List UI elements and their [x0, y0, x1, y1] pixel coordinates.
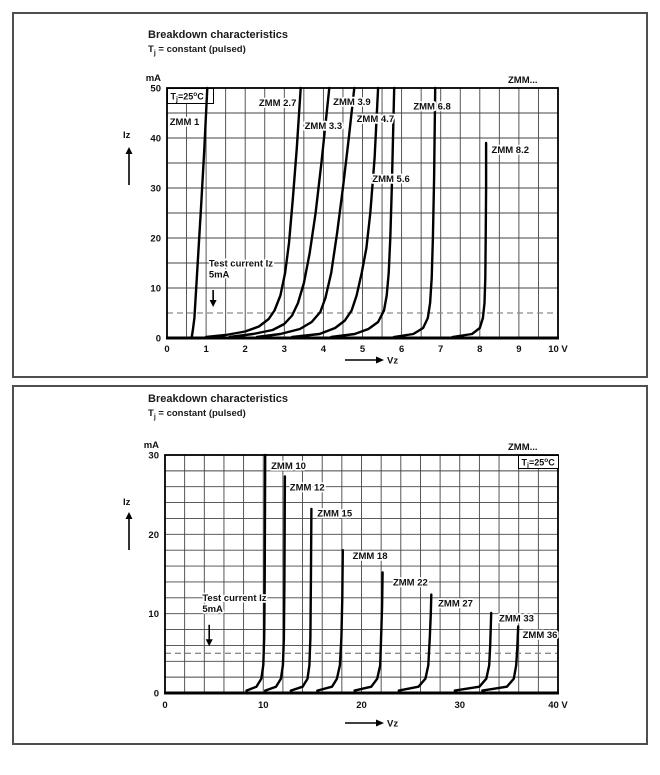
x-tick-0: 0 [164, 344, 169, 355]
curve-zmm-36 [481, 625, 520, 692]
chart-subtitle: Tj = constant (pulsed) [148, 44, 246, 57]
test-current-label-line1: Test current Iz [209, 259, 273, 270]
curve-zmm-3-3 [228, 86, 331, 339]
y-tick-30: 30 [150, 184, 161, 195]
temperature-label: Tj=25oC [522, 457, 556, 470]
curve-zmm-22 [353, 571, 384, 692]
x-tick-10: 10 V [548, 344, 568, 355]
curve-zmm-15 [289, 507, 313, 692]
y-tick-10: 10 [148, 609, 159, 620]
curve-label-zmm-3-3: ZMM 3.3 [305, 121, 342, 132]
x-tick-2: 2 [243, 344, 248, 355]
x-tick-5: 5 [360, 344, 366, 355]
test-current-arrowhead [209, 300, 217, 307]
chart-root: Tj=25oC ZMM 10 ZMM 12 ZMM 15 ZMM 18 ZMM 22 ZMM… [123, 440, 568, 730]
curve-label-zmm-15: ZMM 15 [317, 509, 353, 520]
chart-title: Breakdown characteristics [148, 29, 289, 41]
curve-zmm-3-9 [255, 86, 356, 339]
curve-label-zmm-10: ZMM 10 [271, 461, 306, 472]
curve-label-zmm-22: ZMM 22 [393, 578, 428, 589]
y-axis-arrowhead [125, 512, 133, 519]
family-label: ZMM... [508, 75, 538, 86]
y-axis-arrowhead [125, 147, 133, 154]
family-label: ZMM... [508, 442, 538, 453]
x-axis-label: Vz [387, 356, 398, 367]
curve-zmm-6-8 [392, 86, 437, 339]
y-tick-20: 20 [148, 530, 159, 541]
temperature-box [518, 455, 559, 469]
x-tick-40: 40 V [548, 700, 568, 711]
curve-label-zmm-5-6: ZMM 5.6 [372, 174, 409, 185]
test-current-label-line1: Test current Iz [202, 593, 266, 604]
x-tick-10: 10 [258, 700, 269, 711]
y-tick-10: 10 [150, 284, 161, 295]
x-tick-8: 8 [477, 344, 482, 355]
curve-label-zmm-27: ZMM 27 [438, 598, 473, 609]
temperature-box [167, 88, 214, 104]
x-tick-20: 20 [356, 700, 367, 711]
y-tick-30: 30 [148, 451, 159, 462]
curve-zmm-2-7 [204, 86, 302, 339]
breakdown-chart-low-voltage: Tj=25oC ZMM 1 ZMM 2.7 ZMM 3.3 ZMM 3.9 ZMM 4.7… [123, 73, 568, 367]
breakdown-panel-high-voltage: Breakdown characteristics Tj = constant … [12, 385, 648, 745]
breakdown-chart-high-voltage: Tj=25oC ZMM 10 ZMM 12 ZMM 15 ZMM 18 ZMM 22 ZMM… [123, 440, 568, 730]
x-tick-9: 9 [516, 344, 521, 355]
y-tick-0: 0 [156, 334, 161, 345]
chart-root: Tj=25oC ZMM 1 ZMM 2.7 ZMM 3.3 ZMM 3.9 ZMM 4.7… [123, 73, 568, 367]
y-tick-40: 40 [150, 134, 161, 145]
curve-zmm-18 [316, 549, 344, 692]
curve-zmm-4-7 [290, 86, 380, 339]
curve-label-zmm-3-9: ZMM 3.9 [333, 97, 370, 108]
x-axis-arrowhead [376, 356, 384, 364]
grid [166, 87, 559, 339]
x-tick-3: 3 [282, 344, 287, 355]
curve-zmm-12 [264, 475, 287, 692]
curve-label-zmm-33: ZMM 33 [499, 613, 534, 624]
x-tick-0: 0 [162, 700, 167, 711]
curve-label-zmm-8-2: ZMM 8.2 [492, 145, 529, 156]
temperature-label: Tj=25oC [171, 91, 205, 104]
curve-zmm-5-6 [330, 86, 396, 339]
y-axis-unit: mA [146, 73, 161, 84]
x-tick-7: 7 [438, 344, 443, 355]
x-tick-30: 30 [454, 700, 465, 711]
curve-label-zmm-2-7: ZMM 2.7 [259, 98, 296, 109]
curve-label-zmm-36: ZMM 36 [523, 630, 558, 641]
chart-title: Breakdown characteristics [148, 393, 289, 405]
y-axis-label: Iz [123, 497, 131, 508]
y-tick-20: 20 [150, 234, 161, 245]
curve-label-zmm-1: ZMM 1 [170, 117, 200, 128]
curve-zmm-10 [245, 453, 267, 692]
y-tick-0: 0 [154, 689, 159, 700]
x-tick-4: 4 [321, 344, 327, 355]
grid [164, 454, 559, 694]
curve-zmm-33 [453, 611, 493, 692]
curve-label-zmm-18: ZMM 18 [353, 551, 388, 562]
curve-zmm-8-2 [451, 141, 488, 339]
curve-label-zmm-4-7: ZMM 4.7 [357, 114, 394, 125]
curve-label-zmm-12: ZMM 12 [290, 483, 325, 494]
x-tick-1: 1 [203, 344, 209, 355]
curve-label-zmm-6-8: ZMM 6.8 [413, 102, 450, 113]
y-tick-50: 50 [150, 84, 161, 95]
x-tick-6: 6 [399, 344, 404, 355]
test-current-label-line2: 5mA [202, 604, 223, 615]
y-axis-unit: mA [144, 440, 159, 451]
breakdown-panel-low-voltage: Breakdown characteristics Tj = constant … [12, 12, 648, 378]
y-axis-label: Iz [123, 130, 131, 141]
chart-subtitle: Tj = constant (pulsed) [148, 408, 246, 421]
curve-zmm-27 [397, 593, 433, 692]
x-axis-label: Vz [387, 719, 398, 730]
test-current-arrowhead [205, 639, 213, 647]
test-current-label-line2: 5mA [209, 270, 230, 281]
curve-zmm-1 [190, 86, 209, 340]
x-axis-arrowhead [376, 719, 384, 727]
